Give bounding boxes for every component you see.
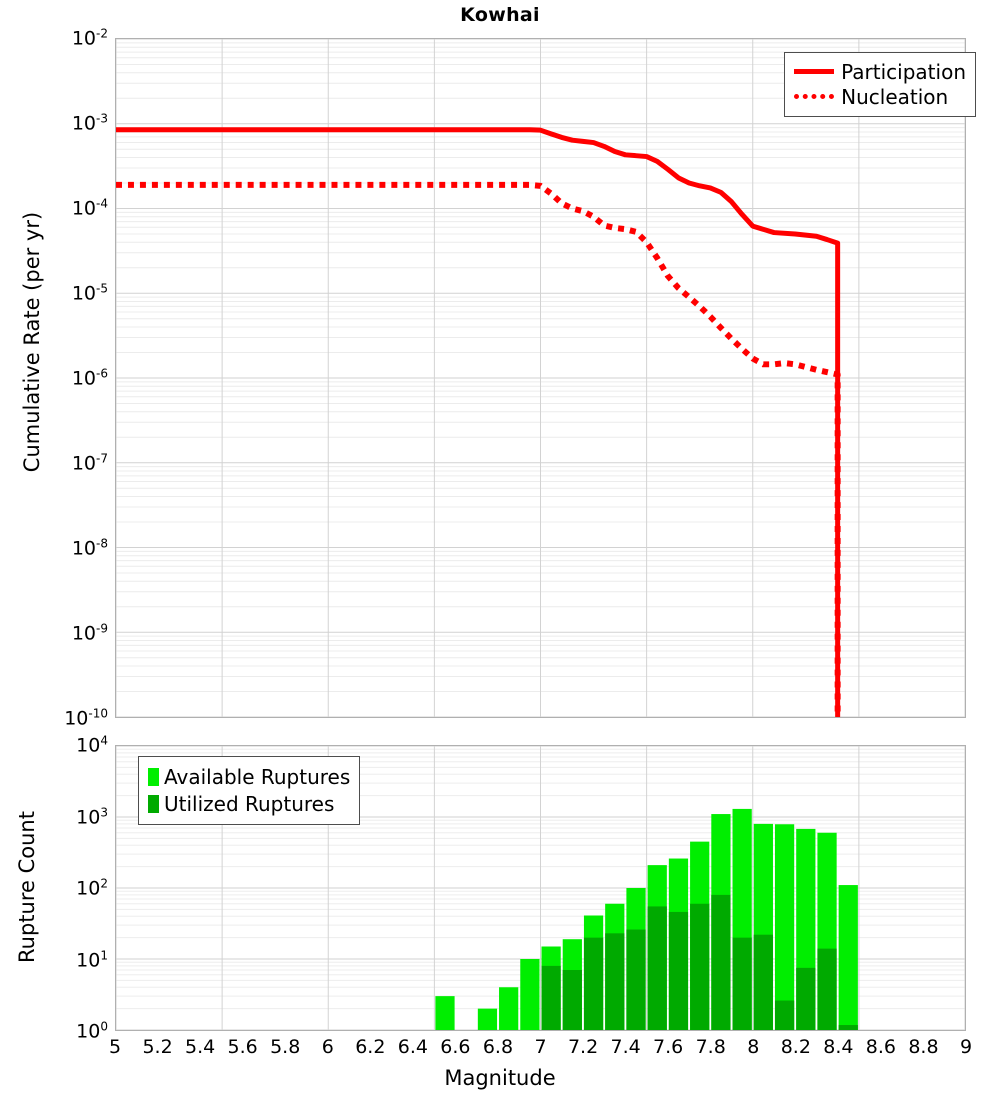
green-swatch-icon <box>148 767 159 786</box>
x-tick-label: 8.4 <box>823 1036 854 1058</box>
x-axis-title: Magnitude <box>444 1066 556 1090</box>
bottom-y-tick-label: 100 <box>76 1019 108 1043</box>
bottom-y-tick-label: 103 <box>76 804 108 829</box>
x-tick-label: 7.8 <box>695 1036 726 1058</box>
dotted-line-icon <box>794 94 835 99</box>
legend-label-nucleation: Nucleation <box>841 84 949 109</box>
x-tick-label: 6.6 <box>440 1036 471 1058</box>
cumulative-rate-plot-area <box>115 38 966 718</box>
bottom-y-tick-label: 104 <box>76 733 108 757</box>
x-tick-label: 6.2 <box>355 1036 386 1058</box>
solid-line-icon <box>794 69 835 74</box>
legend-item-participation: Participation <box>794 59 966 84</box>
top-y-tick-label: 10-2 <box>71 26 108 50</box>
figure-title: Kowhai <box>460 4 540 26</box>
x-tick-label: 7.6 <box>653 1036 684 1058</box>
legend-label-utilized-ruptures: Utilized Ruptures <box>164 791 335 816</box>
cumulative-rate-chart <box>116 39 965 717</box>
top-y-tick-label: 10-3 <box>71 111 108 135</box>
legend-item-nucleation: Nucleation <box>794 84 966 109</box>
x-tick-label: 7.2 <box>567 1036 599 1058</box>
x-tick-label: 5 <box>108 1036 122 1058</box>
x-tick-label: 6 <box>321 1036 334 1058</box>
top-y-tick-label: 10-5 <box>71 281 108 305</box>
bottom-legend: Available Ruptures Utilized Ruptures <box>138 756 361 825</box>
dark-green-swatch-icon <box>148 794 159 813</box>
top-y-tick-label: 10-10 <box>64 706 108 730</box>
x-tick-label: 5.8 <box>270 1036 301 1058</box>
top-legend: Participation Nucleation <box>784 52 976 117</box>
top-y-tick-label: 10-6 <box>71 366 108 390</box>
bottom-y-tick-label: 101 <box>76 947 108 972</box>
legend-label-available-ruptures: Available Ruptures <box>164 764 351 789</box>
top-y-tick-label: 10-9 <box>71 621 108 645</box>
top-y-axis-title: Cumulative Rate (per yr) <box>20 211 44 473</box>
x-tick-label: 5.2 <box>142 1036 173 1058</box>
x-tick-label: 8 <box>747 1036 760 1058</box>
bottom-y-tick-label: 102 <box>76 876 108 900</box>
rupture-count-plot-area: Available Ruptures Utilized Ruptures <box>115 745 966 1031</box>
top-y-tick-label: 10-7 <box>71 451 108 475</box>
x-tick-label: 8.2 <box>780 1036 811 1058</box>
top-y-tick-label: 10-8 <box>71 536 108 560</box>
x-tick-label: 7.4 <box>610 1036 641 1058</box>
x-tick-label: 5.4 <box>184 1036 216 1058</box>
x-tick-label: 5.6 <box>227 1036 258 1058</box>
top-y-tick-label: 10-4 <box>71 196 108 220</box>
x-tick-label: 8.8 <box>908 1036 939 1058</box>
legend-label-participation: Participation <box>841 59 966 84</box>
x-tick-label: 6.8 <box>482 1036 514 1058</box>
rupture-count-chart <box>116 746 965 1030</box>
x-tick-label: 9 <box>959 1036 973 1058</box>
legend-item-utilized-ruptures: Utilized Ruptures <box>148 790 350 817</box>
x-tick-label: 6.4 <box>397 1036 428 1058</box>
x-tick-label: 8.6 <box>865 1036 896 1058</box>
x-tick-label: 7 <box>534 1036 547 1058</box>
bottom-y-axis-title: Rupture Count <box>15 811 39 963</box>
legend-item-available-ruptures: Available Ruptures <box>148 763 350 790</box>
